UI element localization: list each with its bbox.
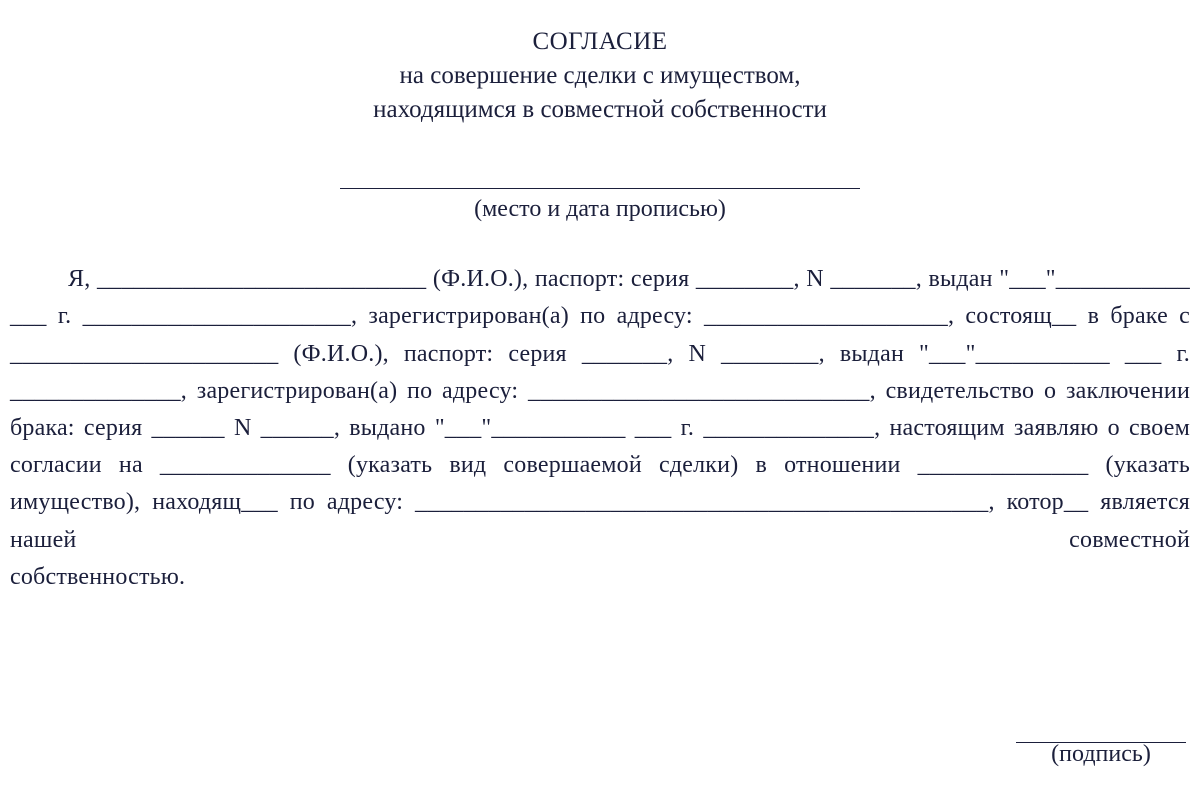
consent-form-page: СОГЛАСИЕ на совершение сделки с имуществ… — [0, 0, 1200, 790]
body-text-content: Я, ___________________________ (Ф.И.О.),… — [10, 266, 1196, 552]
signature-caption: (подпись) — [1016, 741, 1186, 768]
body-text-last-line: собственностью. — [10, 559, 185, 596]
title-block: СОГЛАСИЕ на совершение сделки с имуществ… — [10, 25, 1190, 126]
title-line-1: СОГЛАСИЕ — [10, 25, 1190, 59]
signature-block: (подпись) — [1016, 742, 1186, 768]
place-date-blank-line — [340, 164, 860, 189]
title-line-2: на совершение сделки с имуществом, — [10, 59, 1190, 93]
title-line-3: находящимся в совместной собственности — [10, 93, 1190, 127]
place-date-block: (место и дата прописью) — [10, 164, 1190, 223]
body-paragraph: Я, ___________________________ (Ф.И.О.),… — [10, 261, 1190, 596]
place-date-caption: (место и дата прописью) — [10, 196, 1190, 223]
